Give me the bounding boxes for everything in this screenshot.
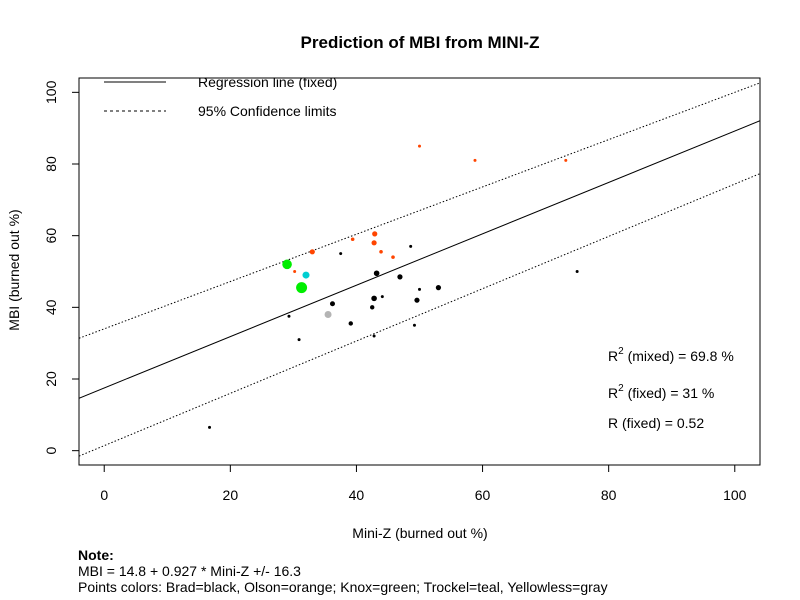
x-axis: 0 20 40 60 80 100 xyxy=(100,464,747,503)
note-colors: Points colors: Brad=black, Olson=orange;… xyxy=(78,579,608,595)
point-olson xyxy=(473,158,477,162)
point-trockel xyxy=(302,271,310,279)
point-knox xyxy=(296,282,308,294)
legend: Regression line (fixed) 95% Confidence li… xyxy=(104,74,337,119)
point-brad xyxy=(348,321,353,326)
legend-label: Regression line (fixed) xyxy=(198,74,337,90)
confidence-lower-line xyxy=(79,173,760,457)
legend-label: 95% Confidence limits xyxy=(198,103,337,119)
point-brad xyxy=(372,334,376,338)
point-brad xyxy=(397,274,403,280)
x-tick-label: 60 xyxy=(475,487,491,503)
point-brad xyxy=(208,425,212,429)
point-olson xyxy=(309,249,315,255)
y-tick-label: 60 xyxy=(43,228,59,244)
point-brad xyxy=(380,295,384,299)
x-tick-label: 20 xyxy=(223,487,239,503)
point-brad xyxy=(575,270,579,273)
x-tick-label: 0 xyxy=(100,487,108,503)
point-olson xyxy=(379,249,383,254)
x-tick-label: 40 xyxy=(349,487,365,503)
point-olson xyxy=(371,240,377,246)
x-tick-label: 100 xyxy=(723,487,747,503)
note-heading: Note: xyxy=(78,547,114,563)
y-tick-label: 100 xyxy=(43,80,59,104)
point-olson xyxy=(293,270,297,273)
stats-annotations: R2 (mixed) = 69.8 % R2 (fixed) = 31 % R (f… xyxy=(608,346,734,431)
point-brad xyxy=(339,252,343,256)
x-axis-label: Mini-Z (burned out %) xyxy=(352,525,487,541)
point-olson xyxy=(564,158,568,162)
stat-label: R2 (fixed) = 31 % xyxy=(608,383,714,401)
y-axis: 0 20 40 60 80 100 xyxy=(43,80,80,455)
point-brad xyxy=(435,285,442,291)
y-tick-label: 40 xyxy=(43,299,59,315)
point-brad xyxy=(409,244,413,248)
point-brad xyxy=(412,323,416,327)
point-brad xyxy=(370,305,375,310)
point-brad xyxy=(371,295,377,302)
point-olson xyxy=(391,255,395,259)
stat-label: R2 (mixed) = 69.8 % xyxy=(608,346,734,364)
y-tick-label: 0 xyxy=(43,447,59,455)
point-yellowless xyxy=(324,311,332,318)
x-tick-label: 80 xyxy=(601,487,617,503)
point-knox xyxy=(282,259,292,270)
chart-title: Prediction of MBI from MINI-Z xyxy=(301,33,540,52)
data-points xyxy=(208,144,579,429)
stat-label: R (fixed) = 0.52 xyxy=(608,415,704,431)
point-brad xyxy=(287,314,291,318)
y-tick-label: 20 xyxy=(43,371,59,387)
y-axis-label: MBI (burned out %) xyxy=(6,209,22,330)
note-block: Note: MBI = 14.8 + 0.927 * Mini-Z +/- 16… xyxy=(78,547,608,595)
point-olson xyxy=(350,237,355,242)
point-brad xyxy=(329,301,335,307)
point-brad xyxy=(297,338,301,342)
note-formula: MBI = 14.8 + 0.927 * Mini-Z +/- 16.3 xyxy=(78,563,301,579)
plot-frame xyxy=(78,77,761,466)
regression-lines xyxy=(79,82,760,457)
regression-line xyxy=(79,120,760,399)
point-brad xyxy=(414,297,420,303)
scatter-chart: Prediction of MBI from MINI-Z 0 20 40 60 80 1… xyxy=(6,33,761,541)
point-olson xyxy=(372,231,378,237)
confidence-upper-line xyxy=(79,82,760,339)
y-tick-label: 80 xyxy=(43,156,59,172)
point-brad xyxy=(418,287,421,291)
point-olson xyxy=(418,144,421,148)
point-brad xyxy=(373,270,380,277)
